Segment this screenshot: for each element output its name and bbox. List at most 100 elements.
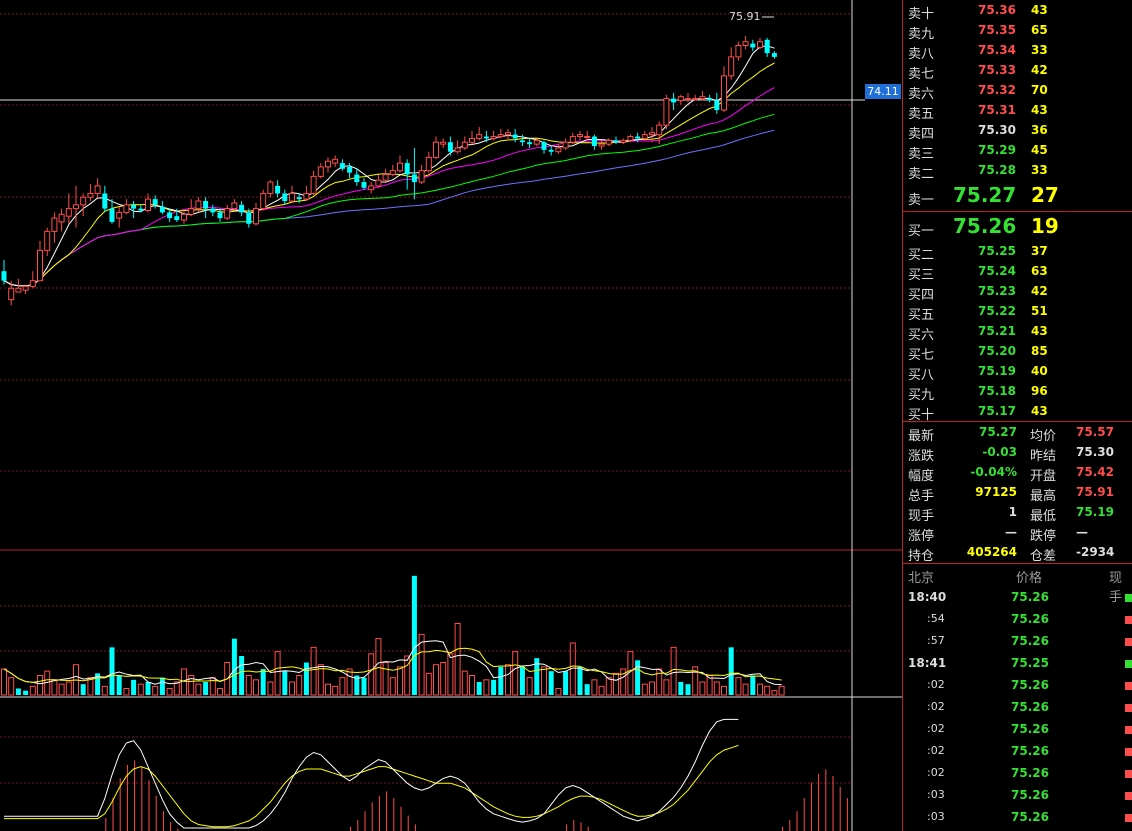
bid1-row[interactable]: 买一 75.26 19	[903, 214, 1132, 240]
volume-bar-down	[750, 675, 756, 695]
ask-row[interactable]: 卖五 75.31 43	[903, 101, 1132, 122]
ask-price: 75.36	[978, 3, 1016, 17]
bid-row[interactable]: 买六 75.21 43	[903, 322, 1132, 343]
ask-row[interactable]: 卖三 75.29 45	[903, 141, 1132, 162]
tick-row[interactable]: :57 75.26	[903, 631, 1132, 653]
stat-value: -0.03	[982, 445, 1017, 459]
candle-body-up	[73, 204, 79, 210]
tick-row[interactable]: :02 75.26	[903, 741, 1132, 763]
candle-body-down	[109, 208, 115, 222]
bid-row[interactable]: 买九 75.18 96	[903, 382, 1132, 403]
bid-row[interactable]: 买八 75.19 40	[903, 362, 1132, 383]
volume-bar-down	[411, 575, 417, 695]
stat-value: 75.19	[1076, 505, 1114, 519]
ask-row[interactable]: 卖九 75.35 65	[903, 21, 1132, 42]
bid-row[interactable]: 买三 75.24 63	[903, 262, 1132, 283]
ask-row[interactable]: 卖八 75.34 33	[903, 41, 1132, 62]
ask-volume: 33	[1031, 163, 1048, 177]
candle-body-up	[181, 213, 187, 221]
candle-body-down	[102, 193, 108, 209]
volume-bar-up	[404, 655, 411, 696]
tick-row[interactable]: :54 75.26	[903, 609, 1132, 631]
volume-bar-up	[245, 675, 252, 696]
candle-body-down	[361, 182, 367, 188]
stat-label: 最低	[1030, 509, 1057, 524]
stat-label: 现手	[908, 509, 935, 524]
volume-bar-down	[519, 666, 525, 695]
candle-body-up	[418, 170, 425, 183]
candle-body-down	[613, 140, 619, 143]
tick-price: 75.26	[1011, 788, 1049, 802]
stat-label: 涨跌	[908, 449, 935, 464]
volume-bar-down	[728, 647, 734, 695]
tick-row[interactable]: :02 75.26	[903, 763, 1132, 785]
bid-row[interactable]: 买二 75.25 37	[903, 242, 1132, 263]
ask-row[interactable]: 卖七 75.33 42	[903, 61, 1132, 82]
stats-row: 现手 1 最低 75.19	[903, 503, 1132, 524]
tick-row[interactable]: 18:40 75.26	[903, 587, 1132, 609]
divider	[903, 563, 1132, 564]
candle-body-up	[267, 181, 274, 194]
bid-row[interactable]: 买七 75.20 85	[903, 342, 1132, 363]
stat-value: -2934	[1076, 545, 1115, 559]
ask-row[interactable]: 卖二 75.28 33	[903, 161, 1132, 182]
candle-body-down	[174, 216, 180, 220]
bid-row[interactable]: 买四 75.23 42	[903, 282, 1132, 303]
tick-time: 18:41	[908, 656, 947, 670]
candle-body-up	[80, 196, 87, 206]
ticks-header: 北京 价格 现手	[903, 566, 1132, 605]
ask-volume: 36	[1031, 123, 1048, 137]
ask-row[interactable]: 卖四 75.30 36	[903, 121, 1132, 142]
volume-bar-up	[8, 677, 15, 696]
candle-body-up	[397, 162, 403, 172]
volume-bar-up	[253, 679, 259, 696]
divider	[903, 421, 1132, 422]
candle-body-up	[440, 141, 447, 145]
bid-label: 买六	[908, 328, 935, 343]
oscillator-dif-line	[4, 718, 739, 829]
tick-row[interactable]: :03 75.26	[903, 785, 1132, 807]
volume-bar-up	[375, 638, 382, 696]
tick-row[interactable]: :02 75.26	[903, 675, 1132, 697]
volume-bar-down	[231, 638, 237, 695]
ask-row[interactable]: 卖六 75.32 70	[903, 81, 1132, 102]
tick-row[interactable]: :02 75.26	[903, 697, 1132, 719]
divider	[903, 211, 1132, 212]
bid-row[interactable]: 买十 75.17 43	[903, 402, 1132, 423]
kline-chart-svg[interactable]	[0, 0, 902, 831]
tick-row[interactable]: 18:41 75.25	[903, 653, 1132, 675]
bid-volume: 96	[1031, 384, 1048, 398]
tick-price: 75.26	[1011, 766, 1049, 780]
stat-value: —	[1005, 525, 1017, 539]
bid-label: 买九	[908, 388, 935, 403]
ask1-row[interactable]: 卖一 75.27 27	[903, 183, 1132, 209]
volume-bar-up	[173, 681, 180, 696]
tick-row[interactable]: :03 75.26	[903, 807, 1132, 829]
candle-body-up	[461, 141, 468, 149]
volume-bar-up	[771, 690, 778, 696]
candle-body-up	[505, 132, 511, 136]
bid1-volume: 19	[1031, 214, 1059, 238]
candle-body-up	[65, 208, 72, 217]
candle-body-down	[339, 163, 345, 169]
kline-chart-area[interactable]: 75.91 74.11	[0, 0, 902, 831]
ask-price: 75.31	[978, 103, 1016, 117]
ask-label: 卖十	[908, 7, 935, 22]
tick-row[interactable]: :02 75.26	[903, 719, 1132, 741]
candle-body-down	[635, 136, 641, 139]
volume-bar-up	[137, 683, 144, 696]
candle-body-up	[303, 192, 310, 200]
ask-volume: 70	[1031, 83, 1048, 97]
volume-bar-up	[274, 651, 281, 696]
candle-body-up	[375, 179, 382, 187]
bid-volume: 40	[1031, 364, 1048, 378]
tick-time: :02	[927, 678, 945, 691]
bid-row[interactable]: 买五 75.22 51	[903, 302, 1132, 323]
ask-row[interactable]: 卖十 75.36 43	[903, 1, 1132, 22]
volume-bar-up	[65, 681, 72, 696]
ask-volume: 45	[1031, 143, 1048, 157]
bid-volume: 43	[1031, 404, 1048, 418]
tick-volume-marker	[1125, 792, 1132, 800]
candle-body-up	[605, 139, 612, 145]
volume-bar-down	[203, 682, 209, 695]
